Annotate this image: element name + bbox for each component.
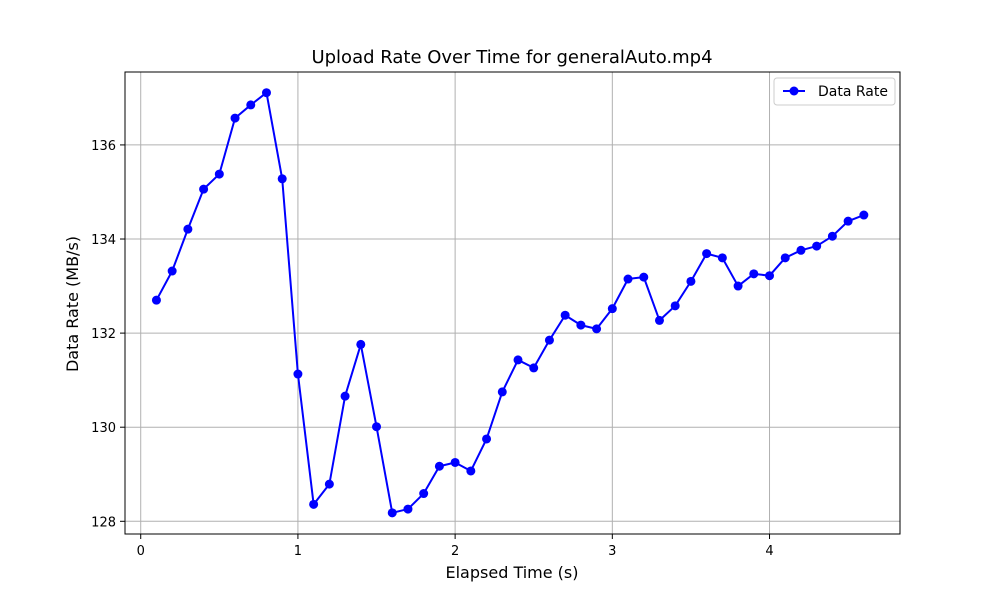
- data-point: [214, 169, 224, 179]
- data-point: [340, 391, 350, 401]
- data-point: [780, 253, 790, 263]
- legend-frame: [773, 77, 896, 106]
- data-point: [497, 387, 507, 397]
- y-tick-label: 136: [91, 139, 116, 154]
- data-point: [623, 274, 633, 284]
- data-point: [356, 339, 366, 349]
- data-point: [261, 88, 271, 98]
- x-tick-label: 1: [294, 544, 302, 559]
- data-point: [733, 281, 743, 291]
- data-point: [324, 479, 334, 489]
- data-point: [670, 301, 680, 311]
- data-point: [749, 269, 759, 279]
- data-point: [450, 457, 460, 467]
- x-tick-label: 3: [608, 544, 616, 559]
- legend: Data Rate: [773, 77, 896, 106]
- grid-lines: [125, 72, 900, 534]
- y-axis-label: Data Rate (MB/s): [63, 236, 82, 372]
- data-point: [654, 315, 664, 325]
- x-tick-label: 2: [451, 544, 459, 559]
- data-point: [765, 271, 775, 281]
- data-point: [592, 324, 602, 334]
- data-point: [466, 466, 476, 476]
- data-point: [293, 369, 303, 379]
- data-point: [167, 266, 177, 276]
- data-point: [482, 434, 492, 444]
- data-point: [717, 253, 727, 263]
- data-point: [843, 216, 853, 226]
- data-point: [859, 210, 869, 220]
- data-point: [151, 295, 161, 305]
- data-point: [230, 113, 240, 123]
- data-point: [560, 310, 570, 320]
- y-tick-label: 132: [91, 327, 116, 342]
- data-point: [513, 355, 523, 365]
- series-layer: [151, 88, 869, 518]
- data-point: [702, 249, 712, 259]
- data-point: [277, 174, 287, 184]
- data-point: [827, 231, 837, 241]
- data-point: [686, 276, 696, 286]
- data-point: [199, 184, 209, 194]
- y-tick-label: 130: [91, 421, 116, 436]
- data-point: [812, 241, 822, 251]
- data-point: [183, 224, 193, 234]
- data-point: [544, 335, 554, 345]
- legend-label-data-rate: Data Rate: [818, 84, 888, 100]
- data-point: [576, 320, 586, 330]
- data-point: [639, 272, 649, 282]
- data-point: [607, 304, 617, 314]
- x-tick-label: 4: [765, 544, 773, 559]
- data-point: [419, 489, 429, 499]
- y-tick-label: 134: [91, 233, 116, 248]
- x-tick-label: 0: [137, 544, 145, 559]
- data-point: [372, 422, 382, 432]
- data-point: [309, 499, 319, 509]
- legend-marker: [789, 86, 799, 96]
- data-point: [246, 100, 256, 110]
- data-point: [529, 363, 539, 373]
- plot-frame: [124, 71, 901, 535]
- data-point: [434, 461, 444, 471]
- series-line-data-rate: [155, 91, 865, 514]
- chart-title: Upload Rate Over Time for generalAuto.mp…: [311, 47, 712, 68]
- data-point: [387, 508, 397, 518]
- y-tick-label: 128: [91, 515, 116, 530]
- axis-ticks: 0 1 2 3 4 128 130 132 134 136: [91, 139, 773, 559]
- x-axis-label: Elapsed Time (s): [446, 563, 579, 582]
- data-point: [796, 245, 806, 255]
- data-point: [403, 504, 413, 514]
